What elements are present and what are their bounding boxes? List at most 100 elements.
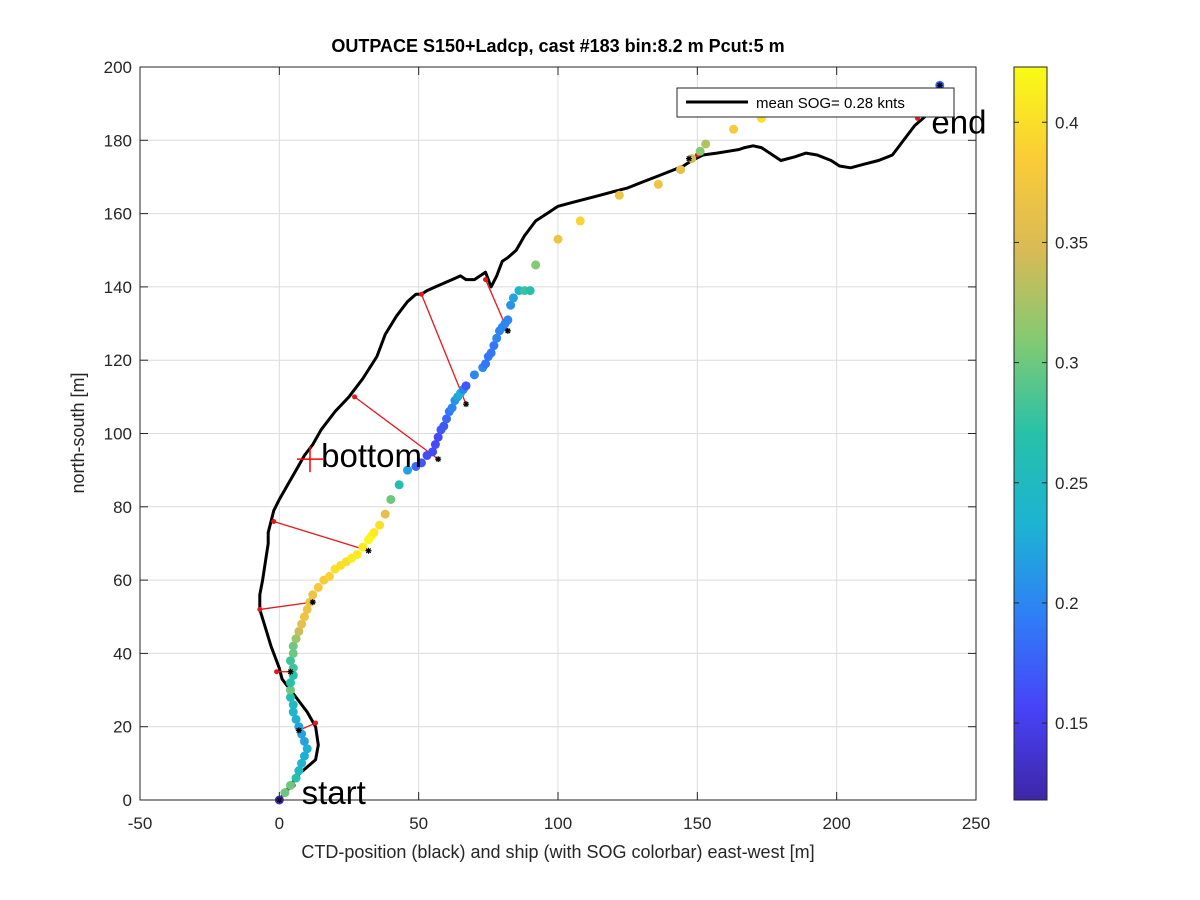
ship-pair-marker	[309, 599, 316, 606]
ship-point	[288, 700, 298, 710]
ship-point	[291, 773, 301, 783]
ship-point	[729, 124, 739, 134]
colorbar	[1013, 66, 1048, 801]
ship-point	[531, 260, 541, 270]
ship-point	[508, 293, 518, 303]
ship-point	[297, 619, 307, 629]
ship-point	[299, 751, 309, 761]
pairing-ctd-dot	[274, 669, 280, 675]
y-tick-label: 80	[113, 498, 132, 517]
ctd-track-layer	[258, 85, 942, 801]
ship-point	[481, 359, 491, 369]
ship-point	[430, 439, 440, 449]
ship-point	[442, 414, 452, 424]
ship-point	[288, 648, 298, 658]
ship-point	[291, 634, 301, 644]
ship-point	[575, 216, 585, 226]
ship-point	[553, 234, 563, 244]
pairing-ctd-dot	[313, 720, 319, 726]
y-tick-label: 40	[113, 644, 132, 663]
legend-label: mean SOG= 0.28 knts	[756, 95, 905, 112]
pairing-line	[420, 293, 467, 405]
ship-point	[288, 707, 298, 717]
colorbar-tick-label: 0.25	[1055, 474, 1088, 493]
ship-pair-marker	[287, 668, 294, 675]
colorbar-tick-label: 0.35	[1055, 233, 1088, 252]
pairing-ctd-dot	[271, 518, 277, 524]
ship-point	[380, 509, 390, 519]
pairing-ctd-dot	[352, 394, 358, 400]
legend: mean SOG= 0.28 knts	[676, 87, 955, 118]
y-tick-label: 100	[104, 425, 132, 444]
y-tick-label: 0	[123, 791, 132, 810]
pairing-line	[273, 520, 369, 552]
ship-point	[302, 604, 312, 614]
ship-point	[492, 333, 502, 343]
x-tick-label: 250	[962, 814, 990, 833]
pairing-ctd-dot	[257, 606, 263, 612]
pairing-ctd-dot	[418, 291, 424, 297]
ship-pair-marker	[435, 456, 442, 463]
pairing-ctd-dot	[483, 277, 489, 283]
ship-pair-marker	[295, 727, 302, 734]
ticks: -50 0 50 100 150 200 250 0 20 40 60 80 100 120 140 160 1…	[104, 58, 991, 833]
y-tick-label: 200	[104, 58, 132, 77]
ship-point	[439, 421, 449, 431]
colorbar-tick-label: 0.2	[1055, 594, 1079, 613]
ship-point	[447, 403, 457, 413]
ship-point	[386, 494, 396, 504]
x-tick-label: 0	[275, 814, 284, 833]
y-tick-label: 180	[104, 131, 132, 150]
ship-point	[503, 315, 513, 325]
x-tick-label: 100	[544, 814, 572, 833]
ship-point	[701, 139, 711, 149]
annotation-bottom: bottom	[321, 437, 422, 474]
ship-point	[294, 626, 304, 636]
chart-title: OUTPACE S150+Ladcp, cast #183 bin:8.2 m …	[331, 36, 784, 56]
ship-point	[297, 758, 307, 768]
colorbar-tick-label: 0.4	[1055, 113, 1079, 132]
y-tick-label: 160	[104, 205, 132, 224]
ship-point	[614, 190, 624, 200]
pairing-line	[259, 601, 313, 611]
ship-point	[433, 432, 443, 442]
ship-point	[352, 549, 362, 559]
ship-point	[486, 348, 496, 358]
ship-point	[280, 788, 290, 798]
ship-point	[489, 341, 499, 351]
ship-point	[285, 692, 295, 702]
ship-pair-marker	[685, 155, 692, 162]
colorbar-ticks: 0.15 0.2 0.25 0.3 0.35 0.4	[1014, 113, 1088, 733]
ship-point	[375, 520, 385, 530]
ship-point	[676, 165, 686, 175]
annotation-start: start	[302, 774, 366, 811]
colorbar-tick-label: 0.3	[1055, 354, 1079, 373]
ship-pair-marker	[463, 401, 470, 408]
markers-layer	[276, 82, 943, 803]
ship-track-layer	[274, 80, 945, 805]
ship-point	[506, 300, 516, 310]
ship-point	[525, 286, 535, 296]
ship-point	[469, 370, 479, 380]
ship-point	[461, 381, 471, 391]
bottom-marker	[296, 446, 323, 473]
x-tick-label: 200	[822, 814, 850, 833]
colorbar-tick-label: 0.15	[1055, 714, 1088, 733]
y-tick-label: 140	[104, 278, 132, 297]
y-tick-label: 20	[113, 718, 132, 737]
ship-point	[302, 744, 312, 754]
ship-point	[416, 458, 426, 468]
ship-point	[285, 678, 295, 688]
pairing-line	[354, 396, 439, 460]
ship-point	[695, 146, 705, 156]
y-tick-label: 120	[104, 351, 132, 370]
ship-point	[428, 447, 438, 457]
ship-point	[308, 590, 318, 600]
ship-point	[313, 582, 323, 592]
ship-point	[285, 656, 295, 666]
x-axis-label: CTD-position (black) and ship (with SOG …	[301, 842, 814, 862]
ship-point	[369, 527, 379, 537]
ship-pair-marker	[504, 327, 511, 334]
ship-pair-marker	[365, 547, 372, 554]
